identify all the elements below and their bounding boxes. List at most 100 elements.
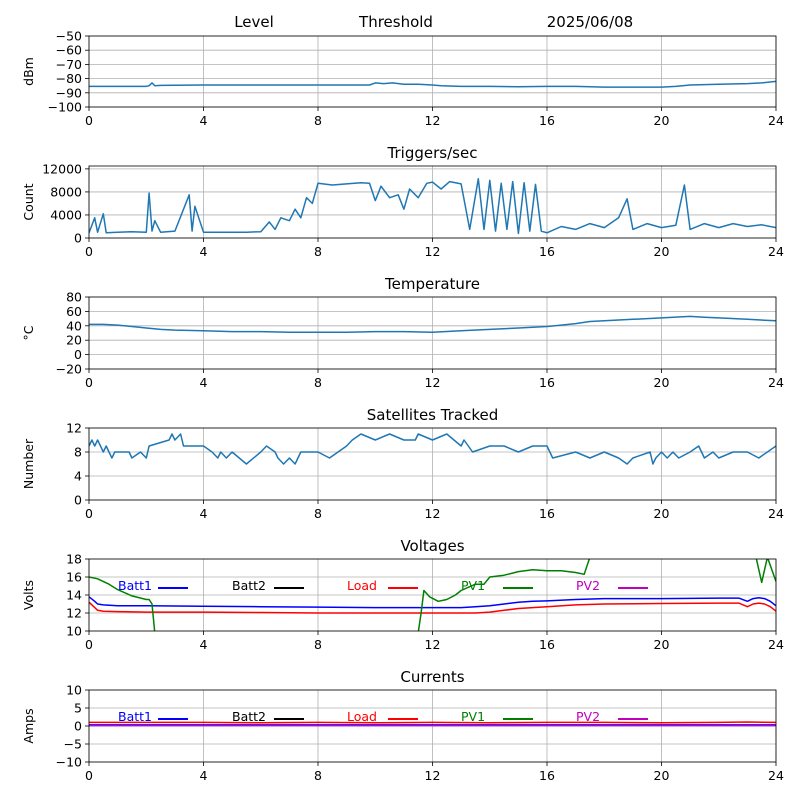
currents-series-line-load bbox=[89, 721, 776, 724]
y-tick-label: 12 bbox=[66, 421, 82, 436]
y-tick-label: 40 bbox=[66, 318, 82, 333]
triggers-title: Triggers/sec bbox=[387, 144, 478, 162]
y-tick-label: 60 bbox=[66, 304, 82, 319]
x-tick-label: 0 bbox=[85, 637, 93, 652]
x-tick-label: 0 bbox=[85, 113, 93, 128]
y-tick-label: −90 bbox=[56, 85, 82, 100]
x-tick-label: 8 bbox=[314, 637, 322, 652]
y-tick-label: 10 bbox=[66, 624, 82, 639]
x-tick-label: 24 bbox=[768, 637, 784, 652]
y-tick-label: 0 bbox=[74, 493, 82, 508]
header-threshold-label: Threshold bbox=[358, 13, 433, 31]
x-tick-label: 4 bbox=[200, 113, 208, 128]
header-date: 2025/06/08 bbox=[547, 13, 633, 31]
x-tick-label: 8 bbox=[314, 244, 322, 259]
voltages-legend-label-pv1: PV1 bbox=[461, 578, 485, 593]
y-tick-label: −80 bbox=[56, 71, 82, 86]
y-tick-label: 4000 bbox=[50, 207, 82, 222]
x-tick-label: 12 bbox=[425, 637, 441, 652]
x-tick-label: 12 bbox=[425, 768, 441, 783]
x-tick-label: 20 bbox=[654, 506, 670, 521]
satellites-series-line bbox=[89, 433, 776, 465]
x-tick-label: 12 bbox=[425, 244, 441, 259]
x-tick-label: 4 bbox=[200, 375, 208, 390]
y-tick-label: 8000 bbox=[50, 184, 82, 199]
triggers-chart: 0 4 8 12 16 20 24 0 4000 8000 12000 Triggers/sec Cou… bbox=[21, 144, 784, 259]
currents-chart: 0 4 8 12 16 20 24 −10 −5 0 5 10 Currents Amps Batt1 Bat… bbox=[21, 668, 784, 783]
x-tick-label: 16 bbox=[539, 113, 555, 128]
x-tick-label: 4 bbox=[200, 506, 208, 521]
y-tick-label: 8 bbox=[74, 445, 82, 460]
x-tick-label: 24 bbox=[768, 506, 784, 521]
y-tick-label: 4 bbox=[74, 469, 82, 484]
x-tick-label: 20 bbox=[654, 637, 670, 652]
x-tick-label: 8 bbox=[314, 113, 322, 128]
y-tick-label: 16 bbox=[66, 570, 82, 585]
x-tick-label: 8 bbox=[314, 506, 322, 521]
voltages-series-line-pv1 bbox=[89, 559, 776, 631]
voltages-series-line-batt1 bbox=[89, 596, 776, 609]
x-tick-label: 4 bbox=[200, 637, 208, 652]
x-tick-label: 16 bbox=[539, 375, 555, 390]
x-tick-label: 4 bbox=[200, 244, 208, 259]
voltages-legend-label-batt1: Batt1 bbox=[118, 578, 152, 593]
y-tick-label: 12 bbox=[66, 606, 82, 621]
y-tick-label: −100 bbox=[48, 100, 82, 115]
voltages-title: Voltages bbox=[400, 537, 464, 555]
x-tick-label: 12 bbox=[425, 113, 441, 128]
temperature-series-line bbox=[89, 315, 776, 334]
y-tick-label: 5 bbox=[74, 701, 82, 716]
x-tick-label: 24 bbox=[768, 113, 784, 128]
y-tick-label: −5 bbox=[64, 737, 82, 752]
currents-legend-label-pv2: PV2 bbox=[576, 709, 600, 724]
x-tick-label: 20 bbox=[654, 113, 670, 128]
x-tick-label: 20 bbox=[654, 375, 670, 390]
level-ylabel: dBm bbox=[21, 57, 36, 86]
x-tick-label: 0 bbox=[85, 768, 93, 783]
x-tick-label: 16 bbox=[539, 637, 555, 652]
header-level-label: Level bbox=[234, 13, 274, 31]
triggers-ylabel: Count bbox=[21, 183, 36, 220]
y-tick-label: 18 bbox=[66, 552, 82, 567]
x-tick-label: 12 bbox=[425, 506, 441, 521]
y-tick-label: 20 bbox=[66, 333, 82, 348]
currents-legend-label-pv1: PV1 bbox=[461, 709, 485, 724]
y-tick-label: 10 bbox=[66, 683, 82, 698]
currents-ylabel: Amps bbox=[21, 708, 36, 743]
x-tick-label: 8 bbox=[314, 768, 322, 783]
currents-legend-label-batt2: Batt2 bbox=[232, 709, 266, 724]
x-tick-label: 0 bbox=[85, 506, 93, 521]
currents-legend-label-batt1: Batt1 bbox=[118, 709, 152, 724]
temperature-title: Temperature bbox=[384, 275, 480, 293]
y-tick-label: −60 bbox=[56, 43, 82, 58]
y-tick-label: 80 bbox=[66, 290, 82, 305]
x-tick-label: 0 bbox=[85, 244, 93, 259]
currents-legend-label-load: Load bbox=[347, 709, 377, 724]
y-tick-label: −70 bbox=[56, 57, 82, 72]
y-tick-label: 0 bbox=[74, 347, 82, 362]
x-tick-label: 8 bbox=[314, 375, 322, 390]
x-tick-label: 24 bbox=[768, 244, 784, 259]
x-tick-label: 4 bbox=[200, 768, 208, 783]
y-tick-label: 0 bbox=[74, 231, 82, 246]
level-series-line bbox=[89, 80, 776, 88]
triggers-series-line bbox=[89, 177, 776, 235]
x-tick-label: 16 bbox=[539, 506, 555, 521]
y-tick-label: 14 bbox=[66, 588, 82, 603]
x-tick-label: 12 bbox=[425, 375, 441, 390]
satellites-ylabel: Number bbox=[21, 438, 36, 489]
y-tick-label: 0 bbox=[74, 719, 82, 734]
x-tick-label: 16 bbox=[539, 244, 555, 259]
y-tick-label: −50 bbox=[56, 29, 82, 44]
voltages-legend-label-pv2: PV2 bbox=[576, 578, 600, 593]
currents-title: Currents bbox=[400, 668, 464, 686]
satellites-chart: 0 4 8 12 16 20 24 0 4 8 12 Satellites Tracked Number bbox=[21, 406, 784, 521]
temperature-ylabel: °C bbox=[21, 325, 36, 340]
x-tick-label: 20 bbox=[654, 768, 670, 783]
x-tick-label: 24 bbox=[768, 768, 784, 783]
x-tick-label: 24 bbox=[768, 375, 784, 390]
level-chart: 0 4 8 12 16 20 24 −100−90−80−70−60−50 dBm bbox=[21, 29, 784, 129]
voltages-legend-label-batt2: Batt2 bbox=[232, 578, 266, 593]
